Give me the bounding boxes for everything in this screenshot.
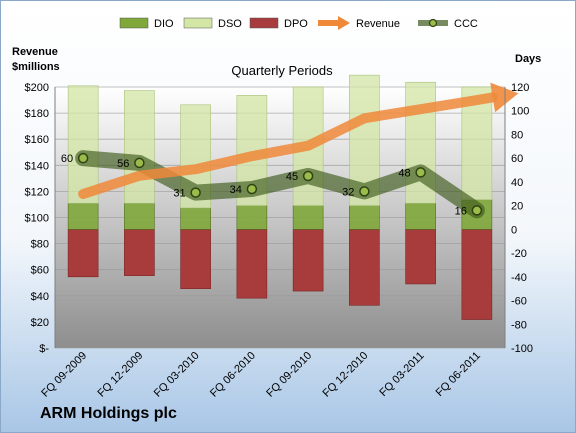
ccc-data-label: 56	[117, 158, 129, 170]
left-tick-label: $-	[39, 343, 49, 355]
left-tick-label: $140	[25, 160, 49, 172]
legend-label: DPO	[284, 18, 308, 30]
left-tick-label: $200	[25, 82, 49, 94]
ccc-point	[77, 152, 89, 164]
bar-dio	[236, 205, 268, 230]
bar-dso	[67, 85, 99, 204]
left-axis-title: Revenue	[12, 46, 58, 58]
legend-swatch-dpo	[249, 17, 279, 29]
bar-dpo	[292, 229, 324, 292]
chart-title: Quarterly Periods	[231, 63, 333, 78]
right-tick-label: 20	[511, 201, 523, 213]
left-tick-label: $20	[31, 317, 49, 329]
ccc-point	[415, 167, 426, 178]
left-tick-label: $60	[31, 265, 49, 277]
right-tick-label: -100	[511, 343, 533, 355]
ccc-data-label: 60	[61, 153, 73, 165]
left-tick-label: $40	[31, 291, 49, 303]
bar-dpo	[180, 229, 211, 289]
legend-arrowhead-revenue	[338, 16, 350, 30]
ccc-data-label: 45	[286, 171, 298, 183]
ccc-data-label: 31	[173, 188, 185, 200]
legend-label: CCC	[454, 18, 478, 30]
right-tick-label: 100	[511, 106, 529, 118]
revenue-arrowhead	[490, 82, 519, 113]
left-tick-label: $180	[25, 108, 49, 120]
right-tick-label: 40	[511, 177, 523, 189]
ccc-point	[471, 205, 483, 216]
bar-dio	[349, 205, 380, 230]
ccc-point	[302, 170, 314, 182]
ccc-data-label: 16	[455, 205, 467, 217]
left-tick-label: $160	[25, 134, 49, 146]
bar-dio	[180, 207, 211, 230]
legend-label: Revenue	[356, 18, 400, 30]
bar-dio	[124, 202, 155, 230]
right-tick-label: -80	[511, 319, 527, 331]
ccc-data-label: 34	[230, 184, 242, 196]
right-tick-label: -20	[511, 248, 527, 260]
legend-swatch-dso	[183, 17, 213, 29]
left-axis-title-line2: $millions	[12, 61, 60, 73]
bar-dio	[67, 202, 99, 230]
legend-marker-ccc	[428, 18, 438, 28]
ccc-point	[134, 157, 145, 169]
series-line-ccc	[75, 150, 485, 219]
left-tick-label: $80	[31, 239, 49, 251]
bar-dpo	[405, 229, 436, 285]
ccc-point	[246, 183, 258, 195]
series-line-revenue	[78, 92, 498, 200]
legend-label: DIO	[154, 18, 174, 30]
legend-label: DSO	[218, 18, 242, 30]
ccc-point	[359, 186, 370, 197]
left-tick-label: $100	[25, 213, 49, 225]
company-name: ARM Holdings plc	[40, 405, 177, 422]
right-tick-label: -60	[511, 296, 527, 308]
bar-dio	[405, 202, 436, 230]
legend-swatch-dio	[119, 17, 149, 29]
bar-dpo	[461, 229, 493, 320]
right-tick-label: 60	[511, 153, 523, 165]
bar-dpo	[124, 229, 155, 276]
left-tick-label: $120	[25, 186, 49, 198]
bar-dpo	[349, 229, 380, 306]
ccc-data-label: 48	[398, 167, 410, 179]
ccc-data-label: 32	[342, 186, 354, 198]
right-tick-label: 120	[511, 82, 529, 94]
right-tick-label: 0	[511, 224, 517, 236]
ccc-point	[190, 187, 201, 198]
right-axis-title: Days	[515, 53, 541, 65]
right-tick-label: -40	[511, 272, 527, 284]
bar-dio	[292, 205, 324, 230]
right-tick-label: 80	[511, 129, 523, 141]
bar-dpo	[67, 229, 99, 278]
bar-dpo	[236, 229, 268, 299]
bar-dso	[124, 90, 155, 204]
